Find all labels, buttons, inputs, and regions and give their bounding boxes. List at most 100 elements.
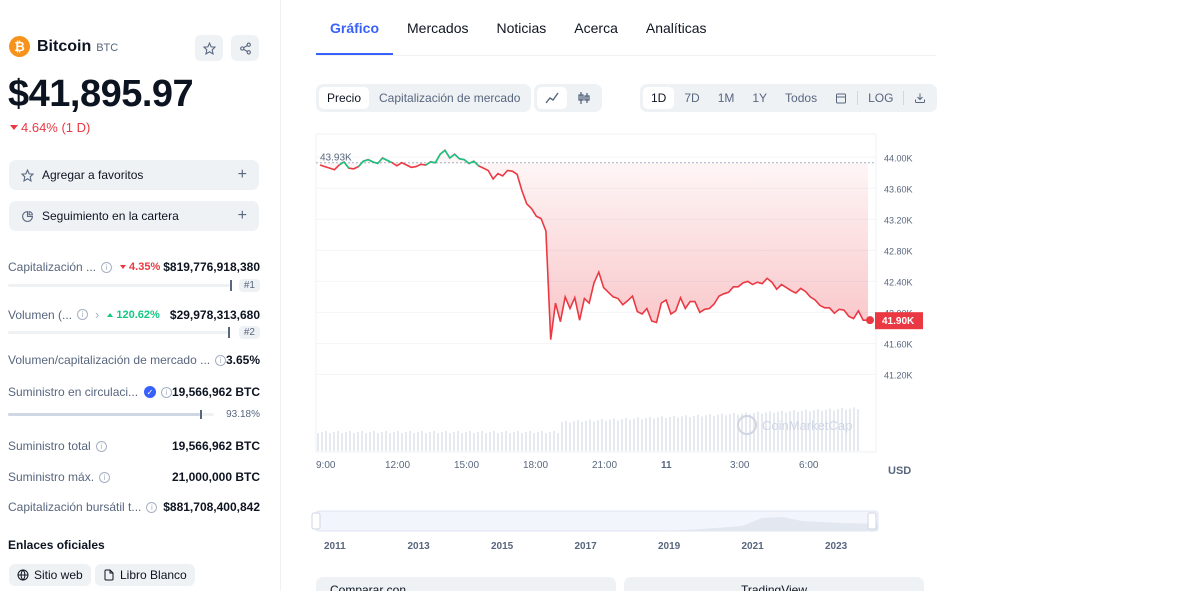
volume-bar bbox=[401, 433, 403, 451]
date-picker-button[interactable] bbox=[827, 87, 855, 109]
chevron-right-icon[interactable]: › bbox=[95, 307, 100, 322]
info-icon[interactable]: i bbox=[146, 501, 158, 513]
volume-bar bbox=[333, 432, 335, 451]
tab-markets[interactable]: Mercados bbox=[407, 20, 469, 36]
download-icon bbox=[915, 93, 926, 103]
portfolio-tracking-button[interactable]: Seguimiento en la cartera + bbox=[9, 201, 259, 231]
volume-bar bbox=[629, 419, 631, 451]
x-tick-label: 15:00 bbox=[454, 460, 479, 471]
volume-bar bbox=[421, 431, 423, 451]
tab-analytics[interactable]: Analíticas bbox=[645, 20, 707, 36]
compare-with-dropdown[interactable]: Comparar con ⌄ bbox=[316, 577, 616, 591]
share-button[interactable] bbox=[231, 35, 259, 61]
navigator-left-handle[interactable] bbox=[311, 512, 321, 530]
volume-bar bbox=[821, 410, 823, 451]
volume-bar bbox=[649, 416, 651, 451]
pie-chart-icon bbox=[22, 210, 33, 222]
volume-bar bbox=[389, 433, 391, 451]
price-toggle[interactable]: Precio bbox=[319, 87, 370, 109]
volume-bar bbox=[853, 407, 855, 451]
volume-bar bbox=[801, 410, 803, 451]
info-icon[interactable]: i bbox=[160, 386, 172, 398]
volume-bar bbox=[521, 433, 523, 451]
volume-bar bbox=[449, 433, 451, 451]
chevron-down-icon: ⌄ bbox=[591, 583, 602, 591]
volume-bar bbox=[557, 433, 559, 451]
candlestick-button[interactable] bbox=[569, 87, 599, 109]
volume-bar bbox=[713, 415, 715, 451]
tradingview-button[interactable]: TradingView bbox=[624, 577, 924, 591]
volume-bar bbox=[381, 432, 383, 451]
y-tick-label: 43.60K bbox=[884, 184, 913, 194]
caret-up-icon bbox=[107, 312, 114, 317]
volume-bar bbox=[473, 433, 475, 451]
volume-bar bbox=[661, 416, 663, 451]
download-button[interactable] bbox=[906, 87, 934, 109]
info-icon[interactable]: i bbox=[215, 354, 226, 366]
info-icon[interactable]: i bbox=[101, 261, 113, 273]
info-icon[interactable]: i bbox=[99, 471, 111, 483]
volume-bar bbox=[337, 431, 339, 451]
volume-bar bbox=[433, 431, 435, 451]
divider bbox=[903, 91, 905, 105]
stat-volume-market-cap: Volumen/capitalización de mercado ... i … bbox=[8, 353, 260, 367]
y-tick-label: 41.60K bbox=[884, 339, 913, 349]
tab-news[interactable]: Noticias bbox=[496, 20, 547, 36]
market-cap-toggle[interactable]: Capitalización de mercado bbox=[379, 91, 521, 105]
star-watchlist-button[interactable] bbox=[195, 35, 223, 61]
volume-bar bbox=[345, 432, 347, 451]
portfolio-label: Seguimiento en la cartera bbox=[42, 209, 179, 223]
current-price-dot bbox=[866, 316, 874, 325]
x-tick-label: 12:00 bbox=[385, 460, 410, 471]
tab-about[interactable]: Acerca bbox=[574, 20, 618, 36]
y-tick-label: 44.00K bbox=[884, 153, 913, 163]
volume-bar bbox=[585, 420, 587, 451]
volume-bar bbox=[733, 412, 735, 451]
coin-name: Bitcoin bbox=[37, 37, 92, 55]
price-line-below-open bbox=[319, 149, 868, 340]
volume-bar bbox=[453, 432, 455, 451]
price-change: 4.64% (1 D) bbox=[10, 120, 90, 135]
volume-bar bbox=[837, 409, 839, 451]
volume-bar bbox=[773, 413, 775, 451]
range-1d[interactable]: 1D bbox=[643, 87, 675, 109]
website-link-button[interactable]: Sitio web bbox=[9, 564, 91, 586]
info-icon[interactable]: i bbox=[77, 309, 89, 320]
detail-tabs: Gráfico Mercados Noticias Acerca Analíti… bbox=[316, 0, 936, 56]
volume-bar bbox=[845, 409, 847, 451]
circulating-supply-bar: 93.18% bbox=[8, 407, 260, 421]
info-icon[interactable]: i bbox=[95, 440, 107, 452]
add-to-favorites-button[interactable]: Agregar a favoritos + bbox=[9, 160, 259, 190]
navigator-year-label: 2013 bbox=[408, 541, 431, 552]
x-tick-label: 18:00 bbox=[523, 460, 548, 471]
volume-bar bbox=[709, 414, 711, 451]
tab-chart[interactable]: Gráfico bbox=[316, 0, 394, 56]
current-price-label: 41.90K bbox=[882, 316, 915, 327]
volume-bar bbox=[601, 419, 603, 451]
navigator-right-handle[interactable] bbox=[867, 512, 877, 530]
x-tick-label: 9:00 bbox=[316, 460, 336, 471]
volume-rank-bar: #2 bbox=[8, 325, 260, 339]
range-7d[interactable]: 7D bbox=[684, 91, 700, 105]
log-scale-button[interactable]: LOG bbox=[868, 91, 894, 105]
line-chart-button[interactable] bbox=[537, 87, 567, 109]
range-all[interactable]: Todos bbox=[785, 91, 818, 105]
price-area bbox=[320, 150, 868, 340]
favorites-label: Agregar a favoritos bbox=[42, 168, 144, 182]
range-1y[interactable]: 1Y bbox=[752, 91, 768, 105]
price-chart[interactable]: CoinMarketCap 43.93K 44.00K 43.60K 43.20K 4… bbox=[282, 120, 936, 560]
volume-bar bbox=[769, 411, 771, 451]
range-1m[interactable]: 1M bbox=[717, 91, 735, 105]
coinmarketcap-logo-icon bbox=[737, 415, 757, 435]
market-cap-change: 4.35% bbox=[120, 261, 160, 273]
rank-bar-mark bbox=[228, 326, 230, 338]
volume-bar bbox=[589, 419, 591, 451]
volume-bar bbox=[329, 433, 331, 451]
volume-change-value: 120.62% bbox=[116, 308, 160, 321]
volume-bar bbox=[409, 431, 411, 451]
stat-value: $881,708,400,842 bbox=[163, 500, 260, 514]
whitepaper-link-button[interactable]: Libro Blanco bbox=[95, 564, 195, 586]
volume-bar bbox=[481, 431, 483, 451]
watermark-text: CoinMarketCap bbox=[762, 418, 852, 433]
volume-bar bbox=[425, 433, 427, 451]
